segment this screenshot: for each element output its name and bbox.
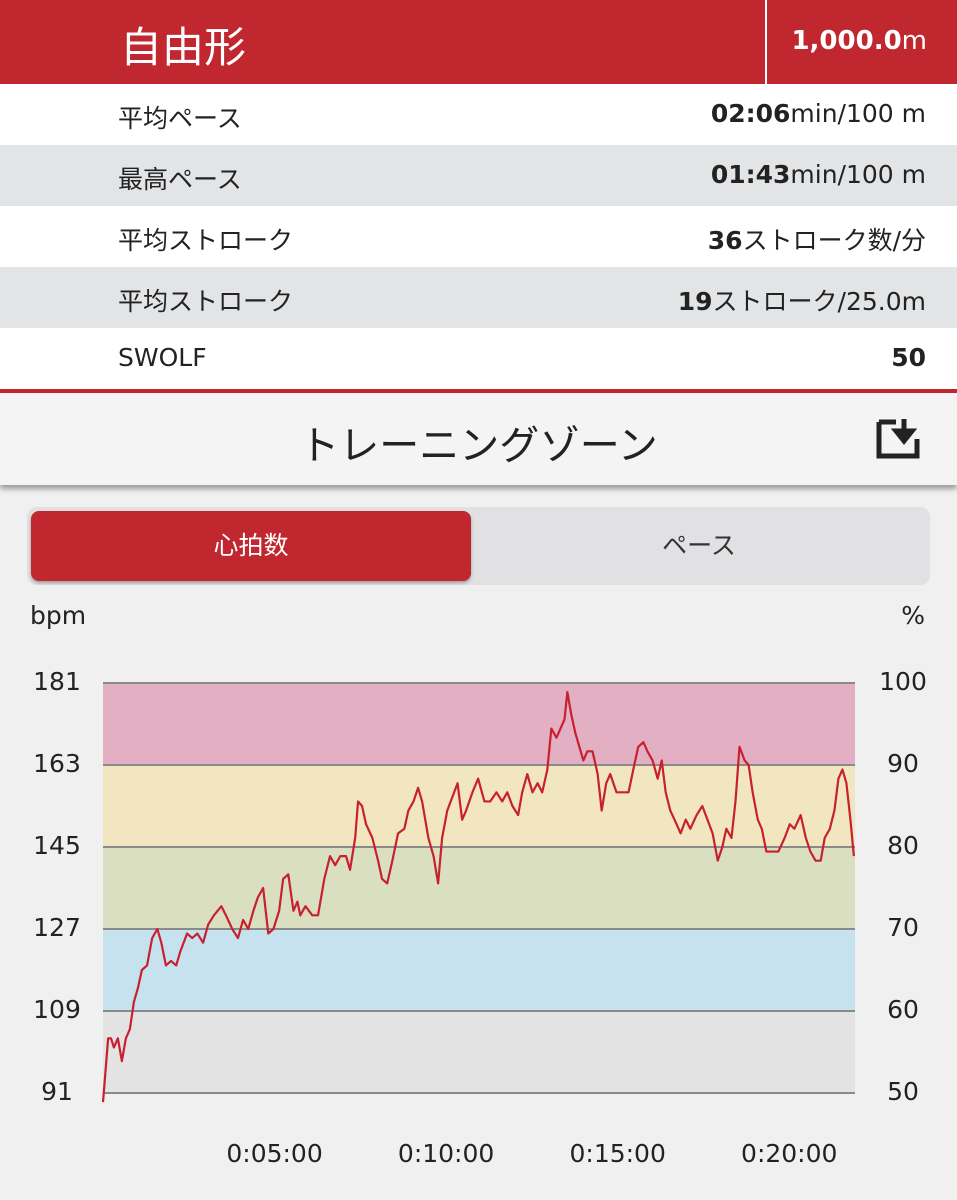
stat-number: 01:43 bbox=[710, 160, 791, 189]
x-tick-label: 0:10:00 bbox=[398, 1139, 494, 1168]
y-tick-label: 145 bbox=[33, 831, 81, 860]
stat-number: 50 bbox=[891, 343, 926, 372]
stat-label: 平均ストローク bbox=[118, 226, 294, 255]
stat-number: 36 bbox=[707, 226, 743, 255]
y2-tick-label: 50 bbox=[887, 1077, 919, 1106]
zone bbox=[103, 683, 855, 765]
stat-row: 平均ペース 02:06min/100 m bbox=[0, 84, 957, 145]
stat-label: 最高ペース bbox=[118, 165, 242, 194]
y2-tick-label: 80 bbox=[887, 831, 919, 860]
divider bbox=[765, 0, 767, 84]
divider bbox=[0, 389, 957, 393]
header: 自由形 1,000.0m bbox=[0, 0, 957, 84]
stat-number: 02:06 bbox=[710, 99, 791, 128]
section-title: トレーニングゾーン bbox=[299, 423, 658, 469]
stat-unit: min/100 m bbox=[790, 99, 926, 128]
tab-bar: 心拍数 ペース bbox=[27, 507, 930, 585]
stat-unit: min/100 m bbox=[790, 160, 926, 189]
y-axis-label: bpm bbox=[30, 601, 86, 630]
stat-value: 50 bbox=[891, 343, 926, 372]
stat-value: 19ストローク/25.0m bbox=[678, 282, 926, 318]
export-icon[interactable] bbox=[876, 419, 920, 459]
distance: 1,000.0m bbox=[791, 26, 927, 56]
stat-value: 01:43min/100 m bbox=[711, 160, 926, 189]
stat-value: 02:06min/100 m bbox=[711, 99, 926, 128]
distance-value: 1,000.0 bbox=[791, 26, 902, 56]
y2-tick-label: 100 bbox=[879, 667, 927, 696]
stat-number: 19 bbox=[677, 287, 713, 316]
x-tick-label: 0:20:00 bbox=[741, 1139, 837, 1168]
title: 自由形 bbox=[120, 23, 247, 72]
zone bbox=[103, 1011, 855, 1093]
y-tick-label: 181 bbox=[33, 667, 81, 696]
y2-tick-label: 90 bbox=[887, 749, 919, 778]
stat-unit: ストローク数/分 bbox=[742, 226, 926, 255]
y-tick-label: 91 bbox=[41, 1077, 73, 1106]
zone bbox=[103, 847, 855, 929]
stat-value: 36ストローク数/分 bbox=[708, 221, 926, 257]
section-header: トレーニングゾーン bbox=[0, 393, 957, 485]
stat-row: SWOLF 50 bbox=[0, 328, 957, 389]
stat-label: SWOLF bbox=[118, 343, 207, 372]
y2-tick-label: 60 bbox=[887, 995, 919, 1024]
stat-row: 最高ペース 01:43min/100 m bbox=[0, 145, 957, 206]
stat-label: 平均ペース bbox=[118, 104, 242, 133]
stat-row: 平均ストローク 36ストローク数/分 bbox=[0, 206, 957, 267]
y2-axis-label: % bbox=[901, 601, 925, 630]
distance-unit: m bbox=[901, 26, 927, 56]
x-tick-label: 0:05:00 bbox=[226, 1139, 322, 1168]
y-tick-label: 109 bbox=[33, 995, 81, 1024]
y2-tick-label: 70 bbox=[887, 913, 919, 942]
zone bbox=[103, 929, 855, 1011]
stat-unit: ストローク/25.0m bbox=[712, 287, 926, 316]
stat-label: 平均ストローク bbox=[118, 287, 294, 316]
zone bbox=[103, 765, 855, 847]
y-tick-label: 127 bbox=[33, 913, 81, 942]
tab[interactable]: 心拍数 bbox=[31, 511, 471, 581]
chart: bpm % 91 109 127 145 163 181 50 60 70 80 90 100 0:05:0… bbox=[30, 601, 927, 1168]
tab[interactable]: ペース bbox=[662, 531, 736, 560]
y-tick-label: 163 bbox=[33, 749, 81, 778]
stat-row: 平均ストローク 19ストローク/25.0m bbox=[0, 267, 957, 328]
line bbox=[101, 691, 855, 1103]
x-tick-label: 0:15:00 bbox=[569, 1139, 665, 1168]
